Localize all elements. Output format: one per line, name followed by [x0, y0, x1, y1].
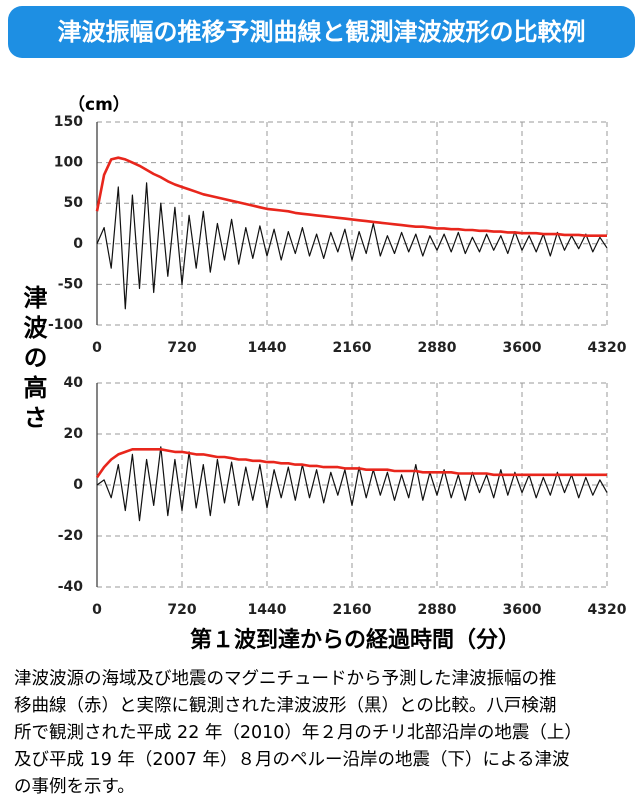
x-tick-label: 2880	[418, 602, 457, 618]
caption-line: 及び平成 19 年（2007 年）８月のペルー沿岸の地震（下）による津波	[14, 750, 570, 770]
y-tick-label: 50	[64, 195, 84, 211]
data-line	[96, 182, 608, 310]
data-line	[96, 446, 608, 522]
x-tick-label: 3600	[503, 602, 542, 618]
data-line	[95, 448, 607, 479]
y-axis-label: 津波の高さ	[19, 285, 47, 435]
y-tick-label: -40	[58, 579, 84, 595]
x-tick-label: 2160	[333, 602, 372, 618]
x-tick-label: 720	[167, 340, 196, 356]
x-tick-label: 2880	[418, 340, 457, 356]
data-line	[95, 156, 607, 237]
x-tick-label: 0	[92, 340, 102, 356]
y-tick-label: -20	[58, 528, 84, 544]
x-tick-label: 2160	[333, 340, 372, 356]
y-tick-label: -50	[58, 276, 84, 292]
y-tick-label: -100	[48, 317, 83, 333]
y-tick-label: 100	[54, 155, 83, 171]
y-units: （cm）	[68, 95, 130, 115]
caption-line: 津波波源の海域及び地震のマグニチュードから予測した津波振幅の推	[14, 669, 557, 689]
y-tick-label: 0	[73, 477, 83, 493]
caption-line: 移曲線（赤）と実際に観測された津波波形（黒）との比較。八戸検潮	[14, 696, 557, 716]
x-tick-label: 4320	[588, 602, 627, 618]
caption-line: の事例を示す。	[14, 777, 135, 797]
x-tick-label: 0	[92, 602, 102, 618]
title-banner: 津波振幅の推移予測曲線と観測津波波形の比較例	[8, 6, 635, 58]
x-tick-label: 1440	[248, 340, 287, 356]
caption-line: 所で観測された平成 22 年（2010）年２月のチリ北部沿岸の地震（上）	[14, 723, 582, 743]
x-tick-label: 4320	[588, 340, 627, 356]
x-tick-label: 720	[167, 602, 196, 618]
x-axis-label: 第１波到達からの経過時間（分）	[189, 628, 520, 653]
caption: 津波波源の海域及び地震のマグニチュードから予測した津波振幅の推 移曲線（赤）と実際…	[14, 666, 634, 801]
x-tick-label: 1440	[248, 602, 287, 618]
y-tick-label: 150	[54, 114, 83, 130]
y-tick-label: 40	[64, 375, 84, 391]
y-tick-label: 20	[64, 426, 84, 442]
x-tick-label: 3600	[503, 340, 542, 356]
y-tick-label: 0	[73, 236, 83, 252]
